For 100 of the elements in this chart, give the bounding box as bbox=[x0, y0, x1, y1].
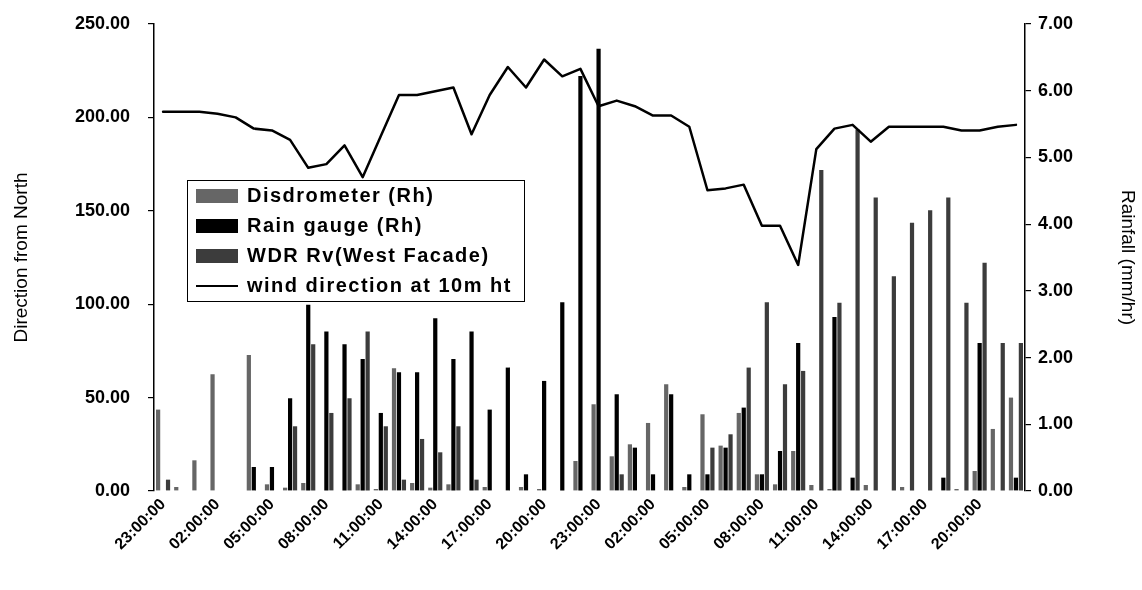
bar bbox=[964, 302, 969, 491]
bar bbox=[632, 447, 637, 491]
bar bbox=[210, 374, 215, 491]
bar bbox=[410, 482, 415, 491]
bar bbox=[456, 426, 461, 491]
y2-tick-label: 7.00 bbox=[1038, 12, 1074, 33]
bar bbox=[791, 450, 796, 491]
bar bbox=[1018, 342, 1023, 491]
bar bbox=[301, 482, 306, 491]
y-tick-label: 50.00 bbox=[84, 386, 130, 407]
bar bbox=[832, 316, 837, 491]
bar bbox=[928, 210, 933, 491]
y2-tick-label: 3.00 bbox=[1038, 279, 1074, 300]
bar bbox=[946, 197, 951, 491]
bar bbox=[311, 344, 316, 491]
bar bbox=[873, 197, 878, 491]
y2-tick-label: 0.00 bbox=[1038, 479, 1074, 500]
y2-tick-label: 4.00 bbox=[1038, 213, 1074, 234]
bar bbox=[347, 398, 352, 491]
bar bbox=[287, 398, 293, 491]
bar bbox=[764, 302, 769, 491]
bar bbox=[718, 445, 723, 491]
y2-tick-label: 5.00 bbox=[1038, 146, 1074, 167]
bar bbox=[754, 474, 760, 491]
bar bbox=[619, 474, 624, 491]
bar bbox=[269, 466, 275, 491]
legend-label: wind direction at 10m ht bbox=[247, 274, 512, 298]
bar bbox=[192, 460, 197, 491]
bar bbox=[759, 474, 764, 491]
bar bbox=[891, 276, 896, 491]
bar bbox=[614, 394, 619, 491]
bar bbox=[650, 474, 656, 491]
bar bbox=[324, 331, 329, 491]
bar bbox=[1000, 342, 1005, 491]
bar bbox=[383, 426, 388, 491]
bar bbox=[741, 407, 746, 491]
y2-tick-label: 6.00 bbox=[1038, 79, 1074, 100]
y-tick-label: 0.00 bbox=[94, 479, 130, 500]
bar bbox=[251, 466, 256, 491]
bar bbox=[705, 474, 710, 491]
y-axis-title: Direction from North bbox=[9, 172, 31, 343]
bar bbox=[246, 354, 251, 491]
bar bbox=[736, 412, 741, 491]
bar bbox=[438, 452, 443, 491]
bar bbox=[796, 342, 801, 491]
bar bbox=[819, 170, 824, 491]
bar bbox=[433, 318, 438, 491]
bar bbox=[669, 394, 674, 491]
bar bbox=[446, 484, 451, 491]
bar bbox=[360, 358, 365, 491]
bar bbox=[710, 447, 715, 491]
legend-label: WDR Rv(West Facade) bbox=[247, 244, 490, 268]
bar bbox=[365, 331, 370, 491]
bar bbox=[855, 129, 860, 491]
bar bbox=[487, 409, 492, 491]
bar bbox=[687, 474, 692, 491]
bar bbox=[523, 474, 529, 491]
bar bbox=[801, 370, 806, 491]
bar bbox=[391, 368, 397, 491]
y2-axis-title: Rainfall (mm/hr) bbox=[1118, 189, 1140, 326]
bar bbox=[627, 444, 633, 491]
bar bbox=[746, 367, 751, 491]
bar bbox=[378, 412, 383, 491]
bar bbox=[264, 484, 270, 491]
bar bbox=[1008, 397, 1014, 491]
bar bbox=[723, 447, 728, 491]
y2-tick-label: 1.00 bbox=[1038, 413, 1074, 434]
bar bbox=[782, 384, 788, 491]
bar bbox=[990, 428, 995, 491]
bar bbox=[329, 412, 334, 491]
y-tick-label: 100.00 bbox=[74, 293, 130, 314]
bar bbox=[355, 484, 360, 491]
bar bbox=[645, 422, 651, 491]
bar bbox=[156, 409, 161, 491]
legend-label: Disdrometer (Rh) bbox=[247, 184, 435, 208]
bar bbox=[560, 302, 565, 491]
y2-tick-label: 2.00 bbox=[1038, 346, 1074, 367]
bar bbox=[972, 470, 977, 491]
bar bbox=[292, 426, 298, 491]
bar bbox=[419, 438, 425, 491]
bar bbox=[909, 222, 915, 491]
bar bbox=[591, 404, 596, 491]
bar bbox=[664, 384, 669, 491]
bar bbox=[982, 262, 987, 491]
bar bbox=[772, 484, 778, 491]
y-tick-label: 200.00 bbox=[74, 106, 130, 127]
bar bbox=[777, 450, 783, 491]
bar bbox=[306, 304, 311, 491]
bar bbox=[469, 331, 474, 491]
bar bbox=[542, 380, 547, 491]
bar bbox=[728, 434, 733, 491]
y-tick-label: 150.00 bbox=[74, 199, 130, 220]
bar bbox=[505, 367, 510, 491]
bar bbox=[837, 302, 842, 491]
bar bbox=[342, 344, 347, 491]
bar bbox=[700, 414, 705, 491]
bar bbox=[451, 358, 456, 491]
y-tick-label: 250.00 bbox=[74, 12, 130, 33]
legend-label: Rain gauge (Rh) bbox=[247, 214, 423, 238]
bar bbox=[573, 460, 578, 491]
